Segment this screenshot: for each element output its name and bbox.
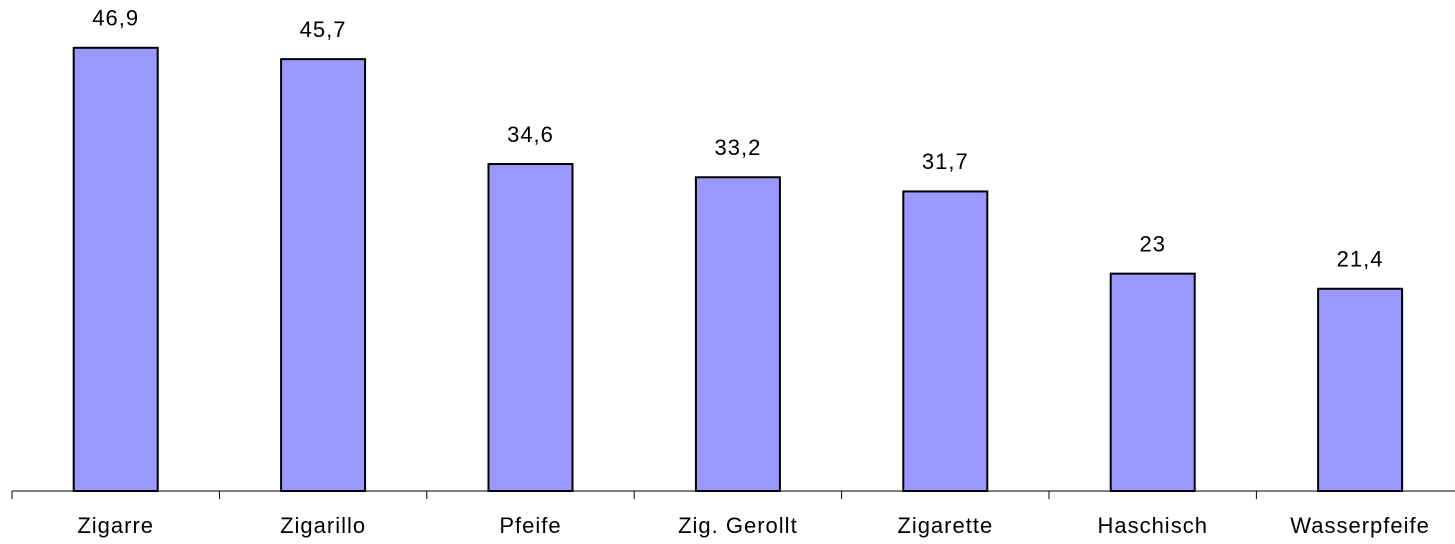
x-tick-label: Wasserpfeife (1290, 513, 1430, 538)
bar (280, 58, 367, 492)
data-label: 34,6 (507, 122, 554, 147)
x-tick-label: Zigarre (77, 513, 154, 538)
data-label: 21,4 (1337, 247, 1384, 272)
x-tick-label: Zigarette (897, 513, 993, 538)
data-label: 45,7 (300, 17, 347, 42)
data-label: 33,2 (714, 135, 761, 160)
x-tick-label: Zigarillo (280, 513, 366, 538)
bar (72, 46, 159, 492)
bar (1109, 272, 1196, 492)
bar (694, 176, 781, 492)
data-label: 23 (1139, 231, 1165, 256)
x-tick-label: Pfeife (499, 513, 561, 538)
x-tick-label: Zig. Gerollt (678, 513, 798, 538)
data-label: 46,9 (92, 6, 139, 31)
bar (487, 163, 574, 492)
x-tick-label: Haschisch (1097, 513, 1207, 538)
bar (902, 190, 989, 492)
data-label: 31,7 (922, 149, 969, 174)
bar (1317, 287, 1404, 492)
